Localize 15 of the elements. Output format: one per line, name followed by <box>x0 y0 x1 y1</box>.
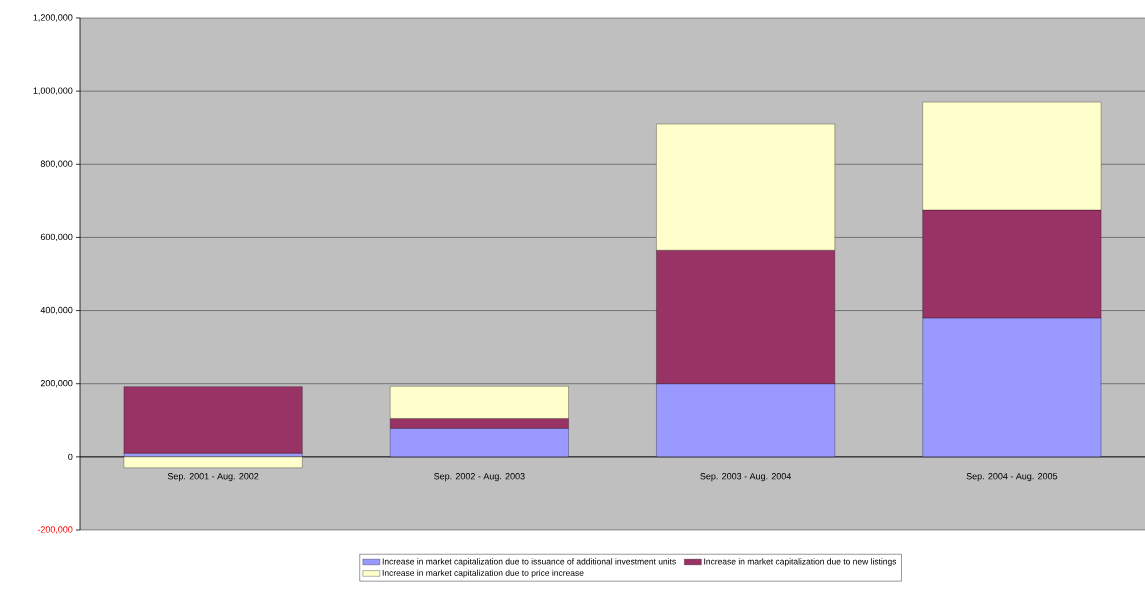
y-tick-label: 800,000 <box>40 160 73 168</box>
x-tick-label: Sep. 2001 - Aug. 2002 <box>167 473 259 482</box>
legend-label: Increase in market capitalization due to issuance of additional investment units <box>382 558 676 567</box>
x-tick-label: Sep. 2002 - Aug. 2003 <box>434 473 525 482</box>
legend-label: Increase in market capitalization due to new listings <box>704 558 897 567</box>
y-tick-label: 400,000 <box>40 306 73 315</box>
y-tick-label: 600,000 <box>40 233 73 242</box>
x-tick-label: Sep. 2004 - Aug. 2005 <box>966 473 1058 482</box>
y-tick-label: 1,000,000 <box>33 87 73 95</box>
y-tick-label: 200,000 <box>40 380 73 388</box>
y-tick-label: 1,200,000 <box>33 14 73 22</box>
y-tick-label: 0 <box>68 453 73 461</box>
x-tick-label: Sep. 2003 - Aug. 2004 <box>700 473 792 482</box>
y-tick-label: -200,000 <box>37 526 73 534</box>
legend-label: Increase in market capitalization due to price increase <box>382 569 584 578</box>
